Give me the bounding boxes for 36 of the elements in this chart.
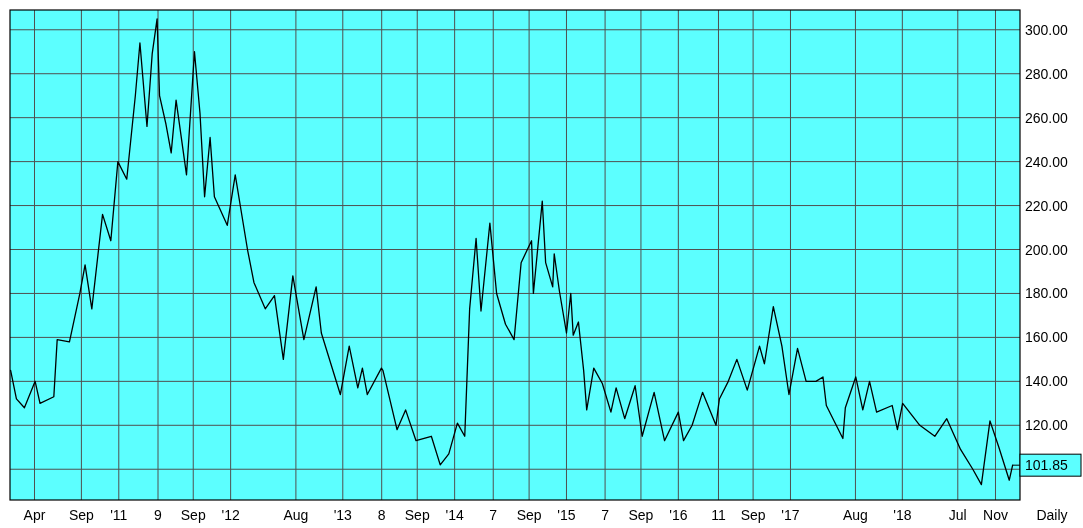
x-tick-label: 8 [377, 507, 386, 523]
x-tick-label: Sep [404, 507, 430, 523]
y-tick-label: 280.00 [1025, 65, 1069, 82]
y-tick-label: 160.00 [1025, 329, 1069, 346]
x-tick-label: Nov [983, 507, 1008, 523]
x-tick-label: Sep [740, 507, 766, 523]
y-tick-label: 180.00 [1025, 285, 1069, 302]
y-tick-label: 200.00 [1025, 241, 1069, 258]
x-tick-label: '14 [445, 507, 464, 523]
x-tick-label: Sep [516, 507, 542, 523]
x-tick-label: '17 [781, 507, 800, 523]
x-tick-label: 7 [489, 507, 498, 523]
y-tick-label: 260.00 [1025, 109, 1069, 126]
x-tick-label: Aug [283, 507, 309, 523]
x-tick-label: 11 [711, 507, 726, 523]
x-tick-label: '11 [110, 507, 128, 523]
x-tick-label: '12 [221, 507, 240, 523]
x-tick-label: '13 [333, 507, 353, 523]
x-tick-label: Apr [23, 507, 46, 523]
y-tick-label: 240.00 [1025, 153, 1069, 170]
x-tick-label: 7 [601, 507, 610, 523]
x-tick-label: '18 [893, 507, 912, 523]
x-tick-label: '15 [557, 507, 576, 523]
y-tick-label: 300.00 [1025, 21, 1069, 38]
y-tick-label: 220.00 [1025, 197, 1069, 214]
x-tick-label: Sep [68, 507, 95, 523]
y-tick-label: 140.00 [1025, 373, 1069, 390]
x-tick-label: 9 [154, 507, 163, 523]
x-tick-label: Sep [180, 507, 206, 523]
annotation: 101.85 [1025, 457, 1069, 474]
x-tick-label: Sep [628, 507, 654, 523]
x-tick-label: Jul [948, 507, 967, 523]
y-tick-label: 120.00 [1025, 417, 1069, 434]
x-axis-title: Daily [1036, 507, 1068, 523]
x-tick-label: '16 [669, 507, 688, 523]
x-tick-label: Aug [842, 507, 868, 523]
